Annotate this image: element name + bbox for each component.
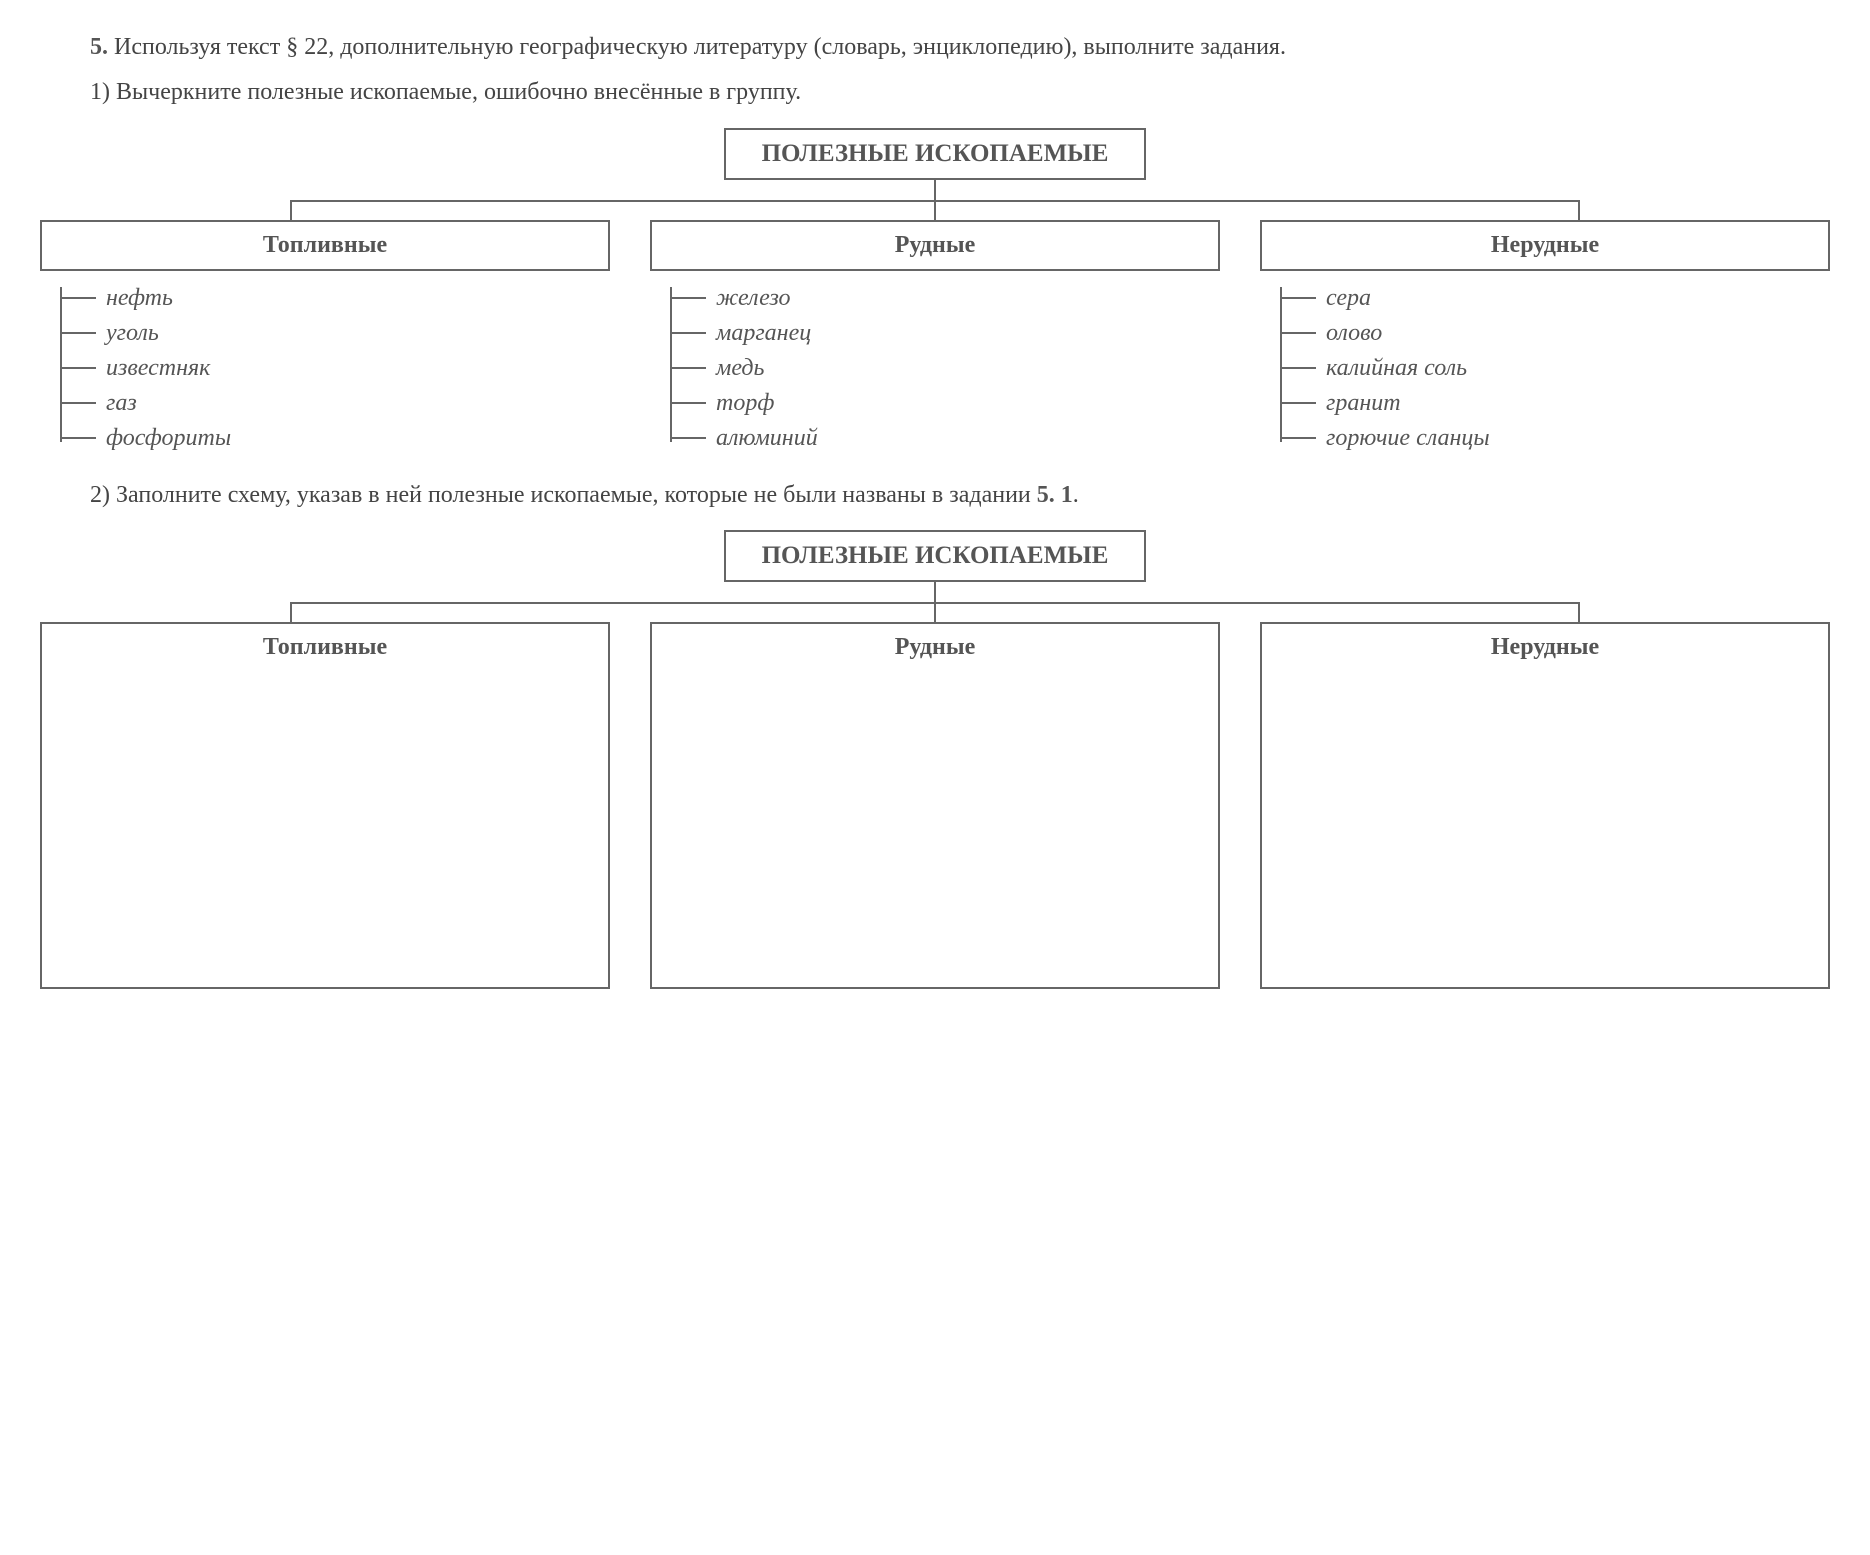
diagram2-root-box: ПОЛЕЗНЫЕ ИСКОПАЕМЫЕ bbox=[724, 530, 1147, 582]
branch-fuel-title: Топливные bbox=[40, 220, 610, 271]
branch-fuel-items: нефть уголь известняк газ фосфориты bbox=[40, 281, 610, 456]
diagram1-connectors bbox=[40, 180, 1830, 220]
part2-label: 2) bbox=[90, 482, 110, 508]
list-item: сера bbox=[1300, 281, 1830, 316]
branch2-nonore: Нерудные bbox=[1260, 622, 1830, 989]
exercise-number: 5. bbox=[90, 34, 108, 60]
branch-nonore-items: сера олово калийная соль гранит горючие … bbox=[1260, 281, 1830, 456]
diagram1-branches: Топливные нефть уголь известняк газ фосф… bbox=[40, 220, 1830, 456]
branch2-fuel-box[interactable] bbox=[40, 669, 610, 989]
part2-text-b: . bbox=[1073, 482, 1079, 508]
exercise-intro-text: Используя текст § 22, дополнительную гео… bbox=[114, 34, 1286, 60]
list-item: горючие сланцы bbox=[1300, 421, 1830, 456]
list-item: калийная соль bbox=[1300, 351, 1830, 386]
branch2-nonore-title: Нерудные bbox=[1260, 622, 1830, 671]
diagram2-branches: Топливные Рудные Нерудные bbox=[40, 622, 1830, 989]
branch2-ore-box[interactable] bbox=[650, 669, 1220, 989]
part2-text-a: Заполните схему, указав в ней полезные и… bbox=[116, 482, 1037, 508]
branch2-fuel: Топливные bbox=[40, 622, 610, 989]
branch-ore-title: Рудные bbox=[650, 220, 1220, 271]
exercise-5-intro: 5. Используя текст § 22, дополнительную … bbox=[40, 30, 1830, 65]
diagram2-connectors bbox=[40, 582, 1830, 622]
list-item: железо bbox=[690, 281, 1220, 316]
list-item: фосфориты bbox=[80, 421, 610, 456]
diagram1-root-box: ПОЛЕЗНЫЕ ИСКОПАЕМЫЕ bbox=[724, 128, 1147, 180]
list-item: торф bbox=[690, 386, 1220, 421]
branch-nonore-title: Нерудные bbox=[1260, 220, 1830, 271]
part2-ref: 5. 1 bbox=[1037, 482, 1073, 508]
list-item: марганец bbox=[690, 316, 1220, 351]
list-item: уголь bbox=[80, 316, 610, 351]
list-item: гранит bbox=[1300, 386, 1830, 421]
part1-text: Вычеркните полезные ископаемые, ошибочно… bbox=[116, 79, 801, 105]
diagram-minerals-fill-in: ПОЛЕЗНЫЕ ИСКОПАЕМЫЕ Топливные Рудные Нер… bbox=[40, 530, 1830, 989]
list-item: известняк bbox=[80, 351, 610, 386]
branch2-ore: Рудные bbox=[650, 622, 1220, 989]
list-item: медь bbox=[690, 351, 1220, 386]
exercise-part-1: 1) Вычеркните полезные ископаемые, ошибо… bbox=[40, 75, 1830, 110]
branch2-fuel-title: Топливные bbox=[40, 622, 610, 671]
list-item: алюминий bbox=[690, 421, 1220, 456]
list-item: газ bbox=[80, 386, 610, 421]
list-item: олово bbox=[1300, 316, 1830, 351]
list-item: нефть bbox=[80, 281, 610, 316]
branch2-nonore-box[interactable] bbox=[1260, 669, 1830, 989]
branch-fuel: Топливные нефть уголь известняк газ фосф… bbox=[40, 220, 610, 456]
branch-nonore: Нерудные сера олово калийная соль гранит… bbox=[1260, 220, 1830, 456]
branch-ore: Рудные железо марганец медь торф алюмини… bbox=[650, 220, 1220, 456]
exercise-part-2: 2) Заполните схему, указав в ней полезны… bbox=[40, 478, 1830, 513]
branch-ore-items: железо марганец медь торф алюминий bbox=[650, 281, 1220, 456]
branch2-ore-title: Рудные bbox=[650, 622, 1220, 671]
part1-label: 1) bbox=[90, 79, 110, 105]
diagram1-root-label: ПОЛЕЗНЫЕ ИСКОПАЕМЫЕ bbox=[762, 140, 1109, 167]
diagram2-root-label: ПОЛЕЗНЫЕ ИСКОПАЕМЫЕ bbox=[762, 542, 1109, 569]
diagram-minerals-classification: ПОЛЕЗНЫЕ ИСКОПАЕМЫЕ Топливные нефть угол… bbox=[40, 128, 1830, 456]
